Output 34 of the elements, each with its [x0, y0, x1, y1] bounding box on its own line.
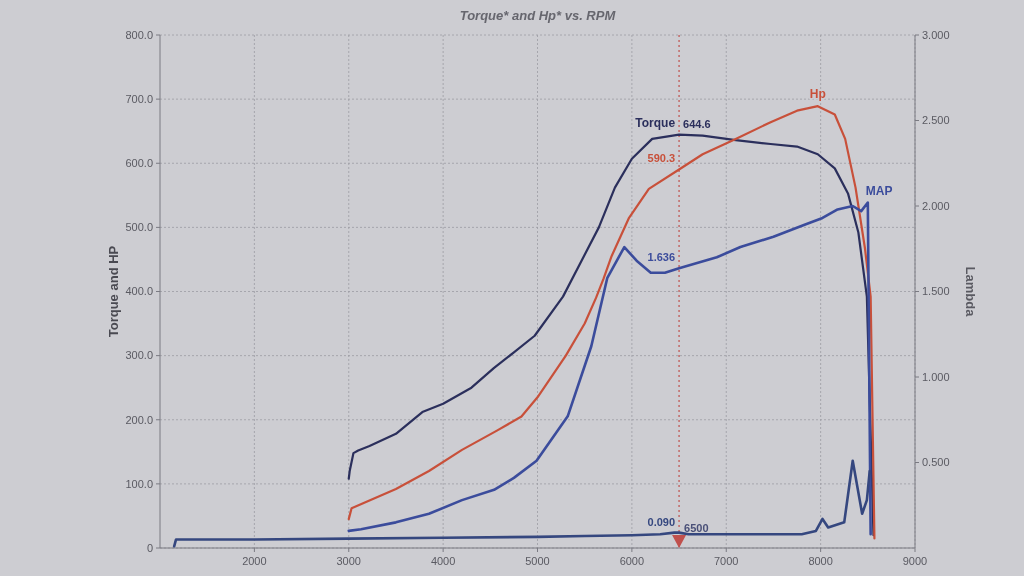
- y-tick-label: 600.0: [125, 157, 153, 170]
- data-label: 1.636: [647, 251, 676, 264]
- data-label: 0.090: [647, 515, 676, 528]
- y-tick-label: 400.0: [125, 285, 153, 298]
- x-tick-label: 4000: [430, 555, 456, 567]
- x-tick-label: 7000: [714, 555, 739, 567]
- y2-tick-label: 1.000: [922, 370, 950, 383]
- series-label: Torque: [635, 115, 676, 130]
- x-tick-label: 9000: [902, 555, 928, 567]
- y2-tick-label: 0.500: [922, 456, 950, 469]
- data-label: 590.3: [647, 152, 676, 165]
- x-tick-label: 8000: [808, 555, 833, 567]
- y2-tick-label: 2.000: [922, 199, 950, 212]
- y-tick-label: 300.0: [125, 349, 153, 362]
- chart-title: Torque* and Hp* vs. RPM: [459, 8, 617, 23]
- y-tick-label: 700.0: [125, 92, 153, 105]
- series-label: Hp: [809, 87, 826, 102]
- y2-axis-title: Lambda: [963, 266, 978, 318]
- y-tick-label: 100.0: [125, 477, 153, 490]
- y2-tick-label: 3.000: [922, 28, 950, 41]
- y-tick-label: 0: [146, 541, 153, 554]
- data-label: 644.6: [683, 117, 711, 130]
- y2-tick-label: 2.500: [922, 114, 950, 127]
- x-tick-label: 5000: [525, 555, 550, 567]
- series-label: MAP: [865, 183, 893, 198]
- y-tick-label: 200.0: [125, 413, 153, 426]
- y-tick-label: 800.0: [125, 28, 153, 41]
- x-tick-label: 2000: [242, 555, 267, 567]
- x-tick-label: 3000: [336, 555, 361, 567]
- ref-line-label: 6500: [684, 522, 709, 534]
- y-axis-title: Torque and HP: [106, 245, 121, 338]
- x-tick-label: 6000: [619, 555, 645, 567]
- y2-tick-label: 1.500: [922, 285, 950, 298]
- y-tick-label: 500.0: [125, 221, 153, 234]
